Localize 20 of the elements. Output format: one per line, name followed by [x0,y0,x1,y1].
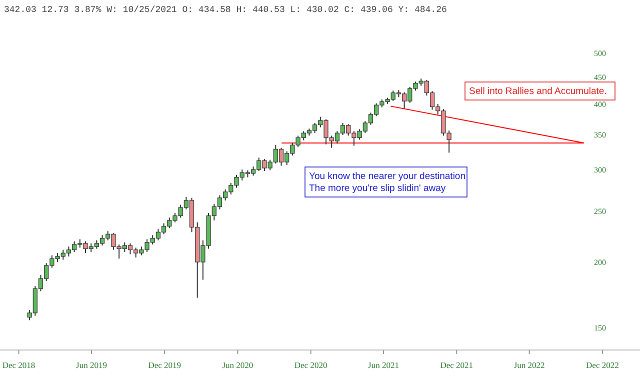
x-tick-label: Dec 2018 [2,360,36,370]
y-tick-label: 200 [594,258,606,268]
y-tick-label: 250 [594,207,606,216]
x-tick-label: Dec 2022 [586,360,619,370]
x-tick-label: Jun 2019 [76,360,107,370]
annotation: You know the nearer your destination The more you're slip slidin' away [309,171,466,194]
y-tick-label: 300 [594,166,606,175]
y-tick-label: 350 [594,130,606,140]
y-tick-label: 150 [594,324,606,333]
x-tick-label: Dec 2021 [440,360,474,370]
y-tick-label: 400 [594,100,606,109]
x-tick-label: Jun 2022 [514,360,545,370]
chart-subtitle: 342.03 12.73 3.87% W: 10/25/2021 O: 434.58 H: 440.53 L: 430.02 C: 439.06 Y: 484.26 [4,5,447,15]
x-tick-label: Dec 2019 [148,360,181,370]
x-tick-label: Dec 2020 [294,360,328,370]
x-tick-label: Jun 2021 [368,360,399,370]
y-tick-label: 500 [594,49,606,58]
x-tick-label: Jun 2020 [222,360,254,370]
annotation: Sell into Rallies and Accumulate. [469,86,607,97]
y-tick-label: 450 [594,73,606,82]
